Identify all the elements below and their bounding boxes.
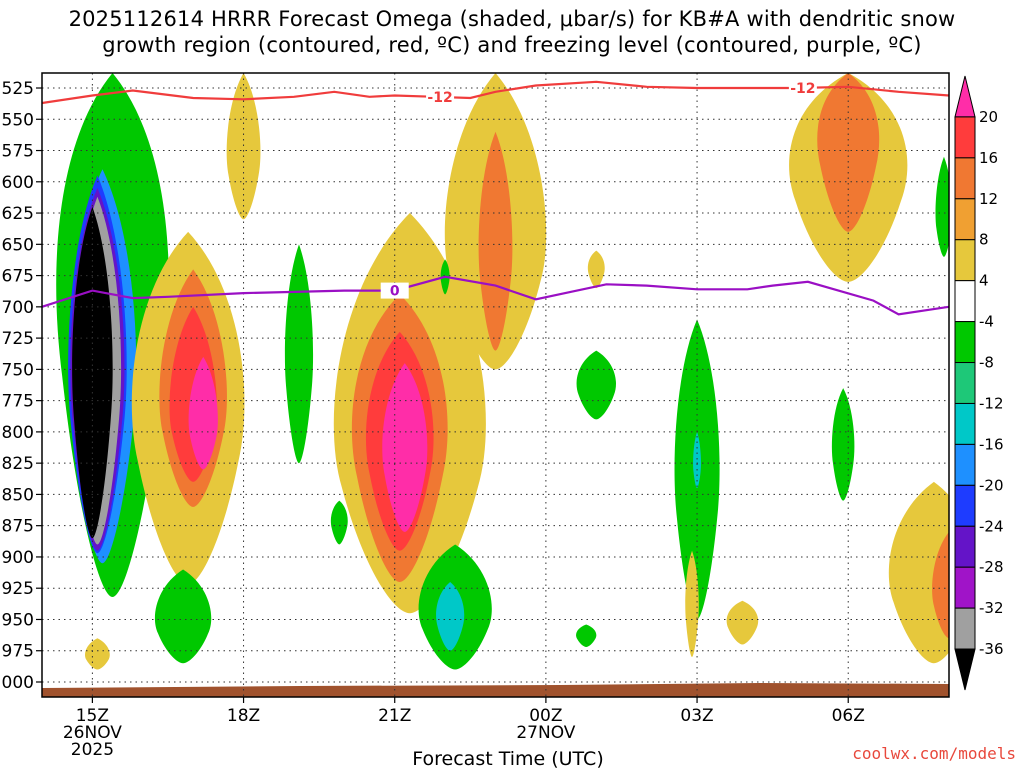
omega-region-33: [85, 638, 110, 670]
omega-region-17: [817, 73, 880, 232]
x-axis-title: Forecast Time (UTC): [412, 748, 603, 768]
y-tick-label-800: 800: [2, 423, 34, 443]
omega-region-5: [72, 206, 113, 539]
colorbar-label-0: 20: [979, 108, 998, 126]
y-tick-label-675: 675: [2, 267, 34, 287]
colorbar-bin-11: [954, 525, 976, 568]
colorbar-label-10: -24: [979, 517, 1004, 535]
y-tick-label-625: 625: [2, 204, 34, 224]
colorbar-label-2: 12: [979, 190, 998, 208]
x-tick-label-03Z: 03Z: [680, 706, 713, 726]
omega-region-23: [436, 581, 465, 651]
colorbar-bin-10: [954, 484, 976, 527]
y-tick-label-700: 700: [2, 298, 34, 318]
colorbar-bin-1: [954, 116, 976, 159]
colorbar-bin-12: [954, 566, 976, 609]
terrain-layer: [42, 683, 949, 697]
colorbar-bin-5: [954, 280, 976, 323]
omega-region-19: [284, 244, 314, 464]
x-tick-label-18Z: 18Z: [227, 706, 260, 726]
y-tick-label-1000: 1000: [0, 673, 34, 693]
omega-region-34: [330, 500, 348, 545]
colorbar-label-1: 16: [979, 149, 998, 167]
y-tick-label-900: 900: [2, 548, 34, 568]
chart-title: 2025112614 HRRR Forecast Omega (shaded, …: [0, 6, 1024, 58]
y-tick-label-725: 725: [2, 329, 34, 349]
colorbar-bin-4: [954, 239, 976, 282]
x-tick-label-06Z: 06Z: [832, 706, 865, 726]
chart-title-line1: 2025112614 HRRR Forecast Omega (shaded, …: [68, 7, 956, 31]
y-tick-label-925: 925: [2, 579, 34, 599]
colorbar-label-9: -20: [979, 476, 1004, 494]
freezing-level-contour: [42, 275, 949, 316]
omega-region-9: [188, 356, 218, 470]
dgz-contour-label-1-bg: [426, 88, 455, 105]
y-tick-label-775: 775: [2, 392, 34, 412]
y-tick-label-650: 650: [2, 235, 34, 255]
y-tick-label-525: 525: [2, 79, 34, 99]
x-date-label-15Z: 26NOV: [63, 723, 122, 743]
y-axis: 525 550 575 600 625 650 675 700 725 750 775 800 825 8…: [0, 79, 42, 693]
y-tick-label-600: 600: [2, 173, 34, 193]
dgz-contour-label-2-bg: [788, 80, 817, 97]
colorbar-bin-7: [954, 362, 976, 404]
y-tick-label-950: 950: [2, 610, 34, 630]
omega-region-30: [726, 600, 759, 645]
omega-region-15: [478, 131, 513, 351]
omega-region-31: [587, 250, 605, 289]
freezing-contour-label-bg: [380, 282, 409, 299]
x-tick-label-00Z: 00Z: [529, 706, 562, 726]
y-tick-label-825: 825: [2, 454, 34, 474]
x-tick-label-15Z: 15Z: [76, 706, 109, 726]
contour-layer: -12 -12 0: [42, 80, 949, 316]
colorbar-label-6: -8: [979, 354, 994, 372]
colorbar-bin-2: [954, 157, 976, 200]
omega-region-24: [154, 569, 212, 664]
credit-text: coolwx.com/models: [852, 744, 1016, 763]
omega-region-26: [831, 388, 855, 501]
colorbar-bin-top: [954, 75, 976, 118]
colorbar-bin-9: [954, 443, 976, 486]
colorbar-label-4: 4: [979, 272, 989, 290]
omega-region-21: [693, 431, 701, 489]
y-tick-label-975: 975: [2, 642, 34, 662]
colorbar-bin-13: [954, 607, 976, 650]
plot-frame: [41, 72, 950, 698]
dgz-contour-label-2: -12: [790, 81, 815, 97]
omega-region-32: [685, 550, 699, 657]
colorbar-label-11: -28: [979, 558, 1004, 576]
colorbar: 20 16 12 8 4 -4 -8 -12 -16 -20 -24 -28 -32 -36: [954, 75, 1004, 691]
y-tick-label-550: 550: [2, 110, 34, 130]
colorbar-label-8: -16: [979, 435, 1004, 453]
x-tick-label-21Z: 21Z: [378, 706, 411, 726]
chart-title-line2: growth region (contoured, red, ºC) and f…: [102, 33, 922, 57]
x-date-label-00Z: 27NOV: [516, 723, 575, 743]
omega-region-13: [382, 363, 428, 532]
colorbar-label-3: 8: [979, 231, 989, 249]
colorbar-bin-3: [954, 198, 976, 241]
y-tick-label-750: 750: [2, 360, 34, 380]
colorbar-bin-bottom: [954, 648, 976, 691]
colorbar-bin-6: [954, 321, 976, 364]
terrain-fill: [42, 683, 949, 697]
colorbar-bin-8: [954, 402, 976, 445]
omega-region-18: [226, 73, 261, 220]
x-year-label-15Z: 2025: [71, 740, 114, 760]
omega-shading: [56, 73, 949, 670]
y-tick-label-575: 575: [2, 142, 34, 162]
colorbar-label-13: -36: [979, 640, 1004, 658]
colorbar-label-5: -4: [979, 313, 994, 331]
colorbar-label-12: -32: [979, 599, 1004, 617]
omega-region-27: [888, 481, 949, 664]
colorbar-label-7: -12: [979, 394, 1004, 412]
dgz-contour-label-1: -12: [427, 90, 452, 106]
omega-region-25: [576, 350, 616, 420]
freezing-contour-label: 0: [390, 284, 400, 300]
y-tick-label-875: 875: [2, 517, 34, 537]
y-tick-label-850: 850: [2, 485, 34, 505]
omega-region-28: [932, 531, 949, 639]
omega-region-36: [576, 624, 597, 647]
